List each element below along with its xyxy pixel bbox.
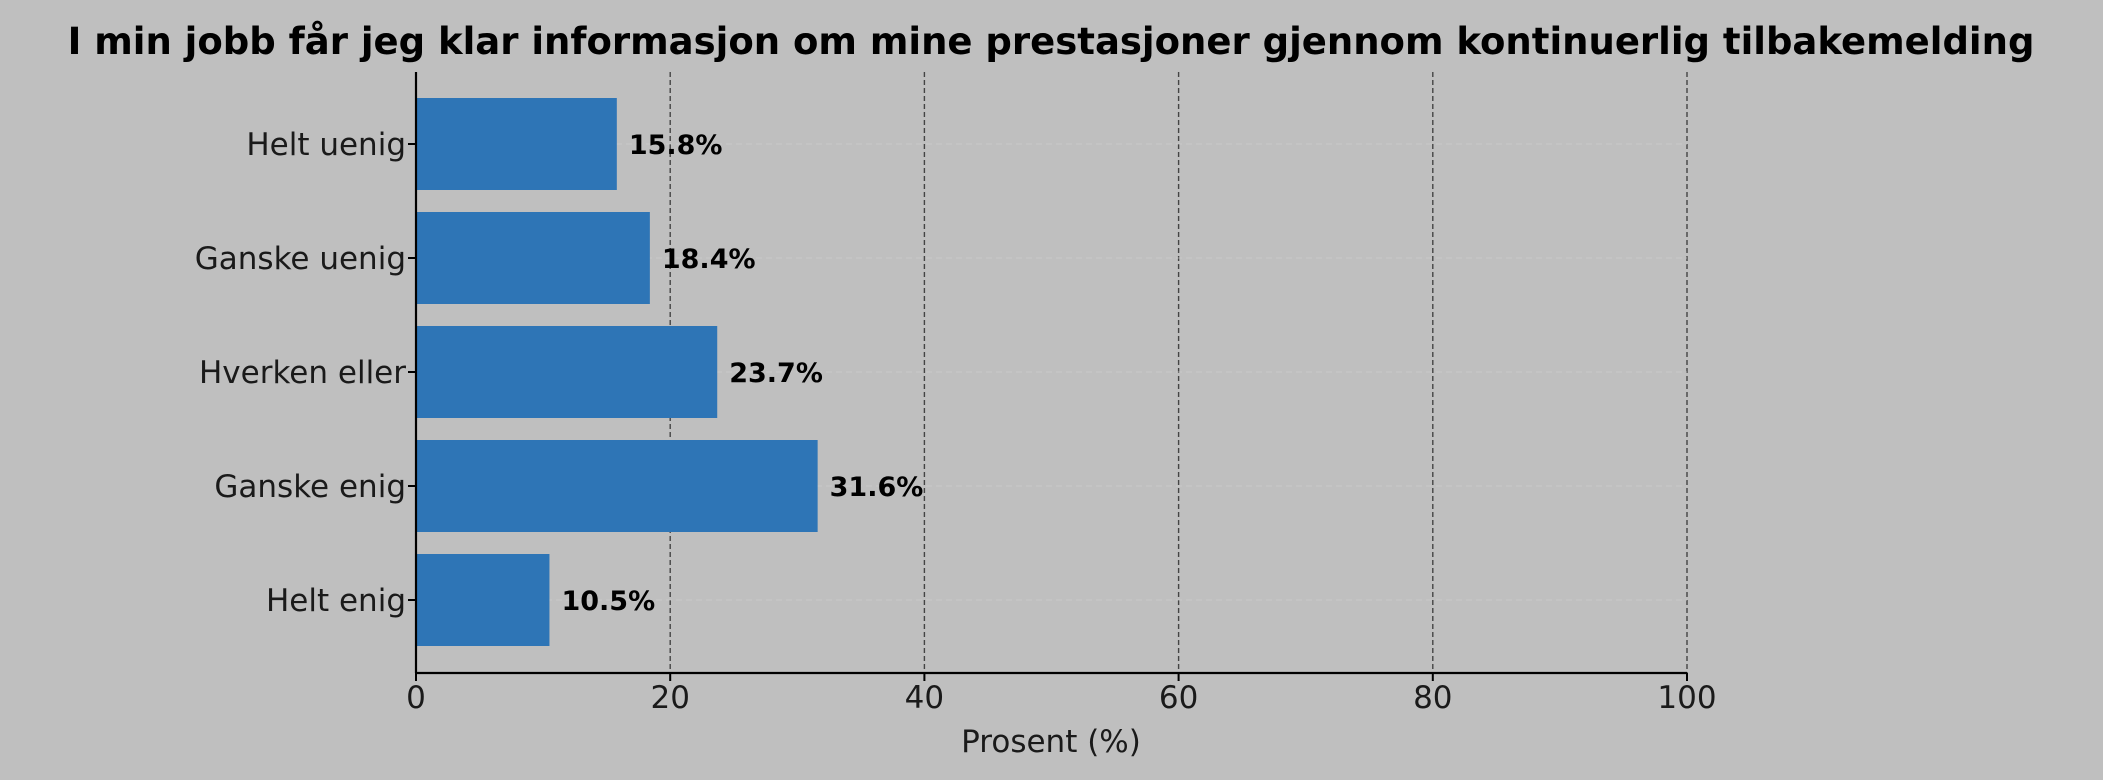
data-label-1: 18.4% xyxy=(662,244,756,275)
bars xyxy=(416,98,818,646)
category-label-4: Helt enig xyxy=(266,583,406,619)
x-tick-label-80: 80 xyxy=(1413,680,1452,716)
data-labels: 15.8% 18.4% 23.7% 31.6% 10.5% xyxy=(561,130,923,617)
category-label-1: Ganske uenig xyxy=(195,241,406,277)
data-label-4: 10.5% xyxy=(561,586,655,617)
bar-0 xyxy=(416,98,617,190)
x-ticks: 0 20 40 60 80 100 xyxy=(406,673,1717,716)
x-tick-label-20: 20 xyxy=(650,680,689,716)
data-label-2: 23.7% xyxy=(729,358,823,389)
category-label-0: Helt uenig xyxy=(246,127,406,163)
x-tick-label-60: 60 xyxy=(1159,680,1198,716)
x-axis-label: Prosent (%) xyxy=(961,724,1141,760)
x-tick-label-100: 100 xyxy=(1657,680,1716,716)
data-label-3: 31.6% xyxy=(830,472,924,503)
x-tick-label-40: 40 xyxy=(905,680,944,716)
data-label-0: 15.8% xyxy=(629,130,723,161)
chart-title: I min jobb får jeg klar informasjon om m… xyxy=(68,20,2035,63)
bar-1 xyxy=(416,212,650,304)
bar-3 xyxy=(416,440,818,532)
bar-4 xyxy=(416,554,550,646)
bar-2 xyxy=(416,326,718,418)
axes xyxy=(408,72,1687,675)
category-label-3: Ganske enig xyxy=(214,469,406,505)
category-labels: Helt uenig Ganske uenig Hverken eller Gansk… xyxy=(195,127,406,619)
category-label-2: Hverken eller xyxy=(199,355,406,391)
x-tick-label-0: 0 xyxy=(406,680,426,716)
